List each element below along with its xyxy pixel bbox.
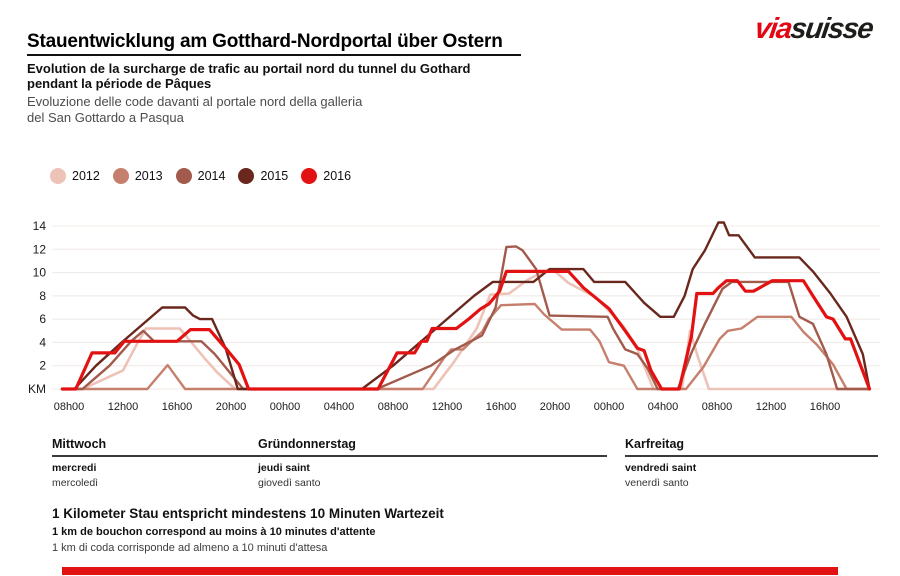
x-tick-label: 08h00: [378, 401, 409, 413]
subtitle-italian: Evoluzione delle code davanti al portale…: [27, 94, 362, 126]
x-tick-label: 16h00: [810, 401, 841, 413]
legend-label-2012: 2012: [72, 169, 100, 183]
day-name-de: Mittwoch: [52, 437, 107, 451]
x-tick-label: 16h00: [486, 401, 517, 413]
footnote-it: 1 km di coda corrisponde ad almeno a 10 …: [52, 542, 328, 554]
x-tick-label: 12h00: [432, 401, 463, 413]
x-tick-label: 08h00: [702, 401, 733, 413]
legend-item-2016: 2016: [301, 168, 351, 184]
logo-suisse-text: suisse: [788, 13, 875, 45]
day-section-mittwoch: Mittwoch mercredi mercoledì: [52, 437, 273, 489]
y-tick-label: 8: [39, 289, 46, 303]
subtitle-italian-line1: Evoluzione delle code davanti al portale…: [27, 94, 363, 109]
legend-item-2015: 2015: [238, 168, 288, 184]
legend-label-2013: 2013: [134, 169, 163, 183]
series-line-2013: [61, 302, 870, 391]
legend-item-2012: 2012: [50, 168, 100, 184]
day-rule: [52, 455, 273, 457]
day-name-fr: jeudi saint: [258, 462, 310, 474]
legend-dot-2014: [175, 168, 192, 184]
day-name-it: venerdì santo: [625, 477, 689, 489]
y-tick-label: 6: [39, 312, 46, 326]
y-tick-label: 2: [39, 359, 46, 373]
subtitle-french-line1: Evolution de la surcharge de trafic au p…: [27, 61, 471, 76]
x-tick-label: 08h00: [54, 401, 85, 413]
series-line-2014: [61, 245, 870, 391]
subtitle-french: Evolution de la surcharge de trafic au p…: [27, 61, 470, 91]
legend-label-2014: 2014: [197, 169, 226, 183]
day-rule: [625, 455, 878, 457]
x-tick-label: 00h00: [270, 401, 301, 413]
x-tick-label: 20h00: [540, 401, 571, 413]
legend-label-2015: 2015: [260, 169, 289, 183]
x-tick-label: 04h00: [324, 401, 355, 413]
subtitle-french-line2: pendant la période de Pâques: [27, 76, 212, 91]
legend-dot-2015: [238, 168, 255, 184]
subtitle-italian-line2: del San Gottardo a Pasqua: [27, 110, 184, 125]
x-tick-label: 04h00: [648, 401, 679, 413]
day-name-fr: mercredi: [52, 462, 97, 474]
x-tick-label: 12h00: [756, 401, 787, 413]
viasuisse-logo: viasuisse: [753, 13, 875, 46]
footnote-de: 1 Kilometer Stau entspricht mindestens 1…: [52, 506, 444, 521]
day-rule: [258, 455, 607, 457]
page-title: Stauentwicklung am Gotthard-Nordportal ü…: [27, 31, 503, 52]
x-tick-label: 00h00: [594, 401, 625, 413]
series-line-2016: [60, 269, 872, 391]
series-line-2015: [61, 221, 871, 391]
series-line-2012: [60, 270, 870, 391]
bottom-accent-bar: [62, 567, 838, 575]
logo-via-text: via: [752, 13, 794, 45]
footnote-fr: 1 km de bouchon correspond au moins à 10…: [52, 526, 376, 538]
x-tick-label: 12h00: [108, 401, 139, 413]
y-tick-label: 4: [39, 335, 46, 349]
y-tick-label: 14: [33, 219, 47, 233]
legend-dot-2012: [50, 168, 66, 184]
day-name-it: mercoledì: [52, 477, 99, 489]
x-tick-label: 20h00: [216, 401, 247, 413]
y-tick-label: 10: [33, 266, 47, 280]
legend-dot-2016: [301, 168, 318, 184]
legend-label-2016: 2016: [323, 169, 352, 183]
day-name-fr: vendredi saint: [625, 462, 697, 474]
day-name-it: giovedì santo: [258, 477, 321, 489]
day-name-de: Karfreitag: [625, 437, 685, 451]
y-tick-label: 12: [33, 242, 47, 256]
day-section-gruendonnerstag: Gründonnerstag jeudi saint giovedì santo: [258, 437, 607, 489]
day-name-de: Gründonnerstag: [258, 437, 356, 451]
x-tick-label: 16h00: [162, 401, 193, 413]
y-tick-label: KM: [28, 382, 46, 396]
legend-item-2013: 2013: [112, 168, 163, 184]
legend-dot-2013: [112, 168, 129, 184]
title-rule: [27, 54, 521, 56]
chart-legend: 2012 2013 2014 2015 2016: [50, 168, 351, 184]
legend-item-2014: 2014: [175, 168, 226, 184]
footnote-block: 1 Kilometer Stau entspricht mindestens 1…: [52, 506, 444, 554]
day-section-karfreitag: Karfreitag vendredi saint venerdì santo: [625, 437, 878, 489]
